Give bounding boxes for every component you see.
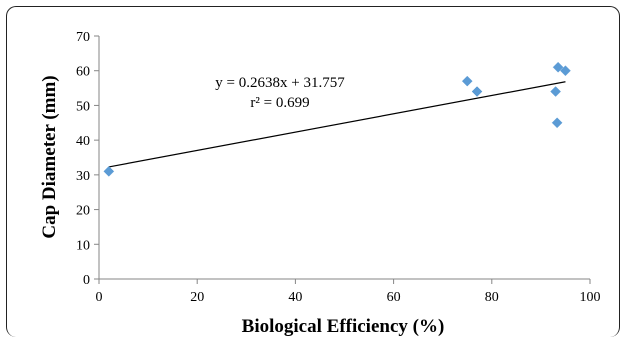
x-tick-label: 100 (580, 290, 601, 305)
y-axis-title: Cap Diameter (mm) (39, 75, 60, 238)
data-points (103, 61, 571, 177)
data-point (550, 86, 561, 97)
x-tick-label: 80 (485, 290, 499, 305)
y-tick-label: 0 (83, 273, 90, 288)
trendline-equation: y = 0.2638x + 31.757 (215, 75, 345, 91)
data-point (552, 61, 564, 73)
x-tick-label: 60 (387, 290, 401, 305)
y-tick-label: 10 (76, 238, 90, 253)
trendline-group (108, 81, 566, 168)
x-tick-label: 0 (96, 290, 103, 305)
y-tick-label: 50 (76, 99, 90, 114)
y-axis-ticks: 0 10 20 30 40 50 60 70 (76, 30, 99, 288)
linear-trendline (108, 81, 566, 168)
y-tick-label: 30 (76, 169, 90, 184)
y-tick-label: 70 (76, 30, 90, 45)
y-tick-label: 20 (76, 204, 90, 219)
chart-frame (6, 6, 620, 337)
data-point (560, 65, 571, 77)
x-tick-label: 20 (190, 290, 204, 305)
r-squared-label: r² = 0.699 (250, 95, 309, 111)
y-tick-label: 40 (76, 134, 90, 149)
x-axis-title: Biological Efficiency (%) (242, 316, 445, 337)
data-point (551, 117, 563, 129)
y-tick-label: 60 (76, 65, 90, 80)
axes (98, 36, 590, 280)
data-point (103, 166, 115, 177)
data-point (461, 75, 473, 87)
x-axis-ticks: 0 20 40 60 80 100 (96, 279, 601, 305)
data-point (471, 86, 483, 97)
x-tick-label: 40 (288, 290, 302, 305)
